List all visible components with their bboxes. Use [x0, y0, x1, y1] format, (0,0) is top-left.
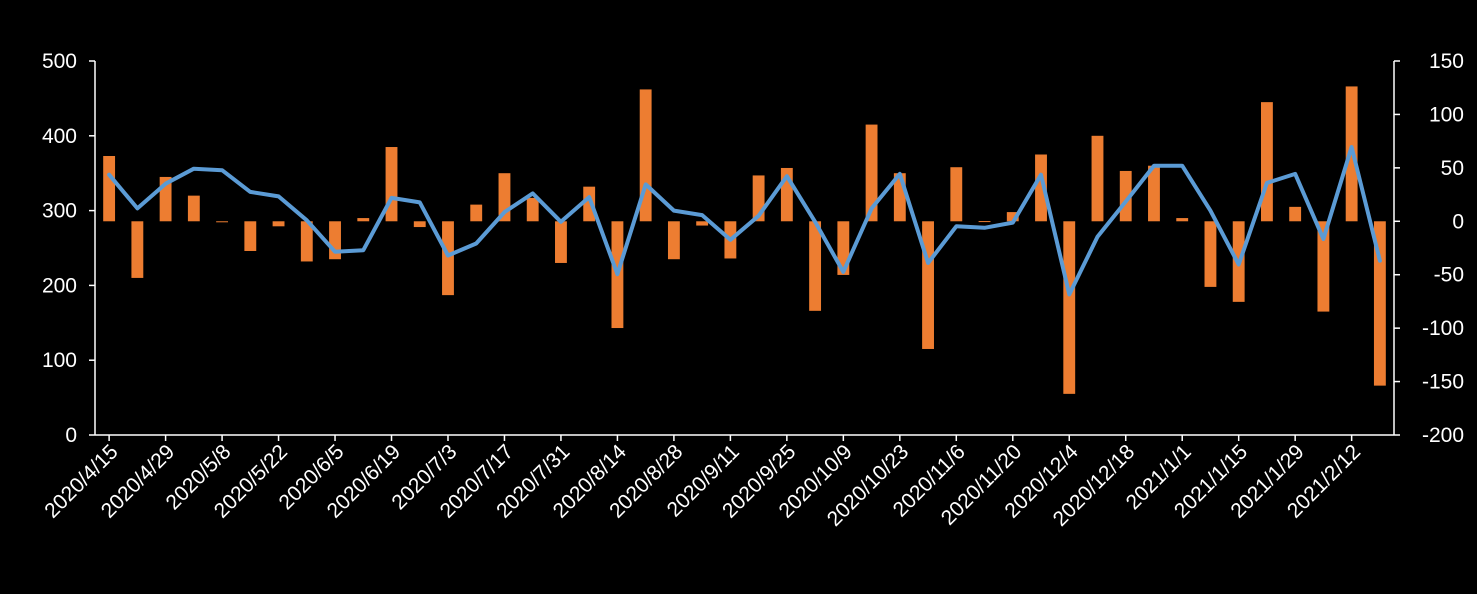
bar	[893, 173, 906, 222]
bar	[950, 167, 963, 222]
bar	[1035, 154, 1047, 222]
left-y-tick-label: 400	[42, 125, 77, 148]
bar	[413, 221, 426, 228]
bar	[329, 221, 341, 260]
bar	[865, 124, 878, 222]
right-y-tick-label: -200	[1422, 424, 1464, 447]
right-y-tick-label: 50	[1441, 157, 1464, 180]
bar	[385, 147, 398, 222]
bar	[780, 167, 793, 222]
bar	[667, 221, 680, 260]
right-y-tick-label: -150	[1422, 371, 1464, 394]
right-y-tick-label: -100	[1422, 317, 1464, 340]
bar	[470, 204, 483, 222]
bar	[244, 221, 257, 251]
bar	[1373, 221, 1386, 386]
bar	[639, 89, 652, 222]
left-y-axis-ticks: 0 100 200 300 400 500	[42, 50, 95, 447]
right-y-tick-label: 100	[1429, 103, 1464, 126]
bar	[1119, 170, 1132, 222]
left-y-tick-label: 300	[42, 200, 77, 223]
bar	[442, 221, 454, 296]
left-y-tick-label: 0	[65, 424, 77, 447]
left-y-tick-label: 200	[42, 274, 77, 297]
bar	[1289, 206, 1302, 222]
x-axis-ticks: 2020/4/152020/4/292020/5/82020/5/222020/…	[40, 435, 1365, 531]
left-y-tick-label: 100	[42, 349, 77, 372]
bar	[696, 221, 709, 226]
left-y-tick-label: 500	[42, 50, 77, 73]
bar	[1317, 221, 1330, 312]
chart-axes	[94, 61, 1395, 436]
bar	[159, 176, 172, 222]
bar	[1091, 135, 1104, 222]
bar	[809, 221, 822, 311]
right-y-tick-label: 0	[1452, 210, 1464, 233]
bar	[526, 197, 539, 222]
bar	[752, 175, 765, 222]
bar	[837, 221, 850, 275]
bar	[922, 221, 934, 349]
line-series	[107, 145, 1382, 297]
bar	[498, 173, 511, 222]
right-y-tick-label: 150	[1429, 50, 1464, 73]
right-y-axis-ticks: -200 -150 -100 -50 0 50 100 150	[1394, 50, 1464, 447]
bar	[555, 221, 567, 263]
bar	[1006, 212, 1019, 222]
bar	[272, 221, 285, 227]
bar	[187, 195, 200, 222]
bar	[131, 221, 144, 278]
right-y-tick-label: -50	[1434, 264, 1464, 287]
bar	[357, 218, 370, 222]
bar	[978, 221, 991, 223]
series-line	[107, 145, 1382, 297]
bar	[1260, 102, 1273, 222]
bar	[216, 221, 229, 223]
bar-series	[103, 86, 1386, 394]
bar	[1148, 165, 1160, 222]
bar	[1204, 221, 1217, 287]
bar	[1063, 221, 1076, 394]
bar	[583, 186, 596, 222]
bar	[300, 221, 313, 262]
bar	[103, 155, 116, 222]
bar	[1176, 218, 1189, 222]
